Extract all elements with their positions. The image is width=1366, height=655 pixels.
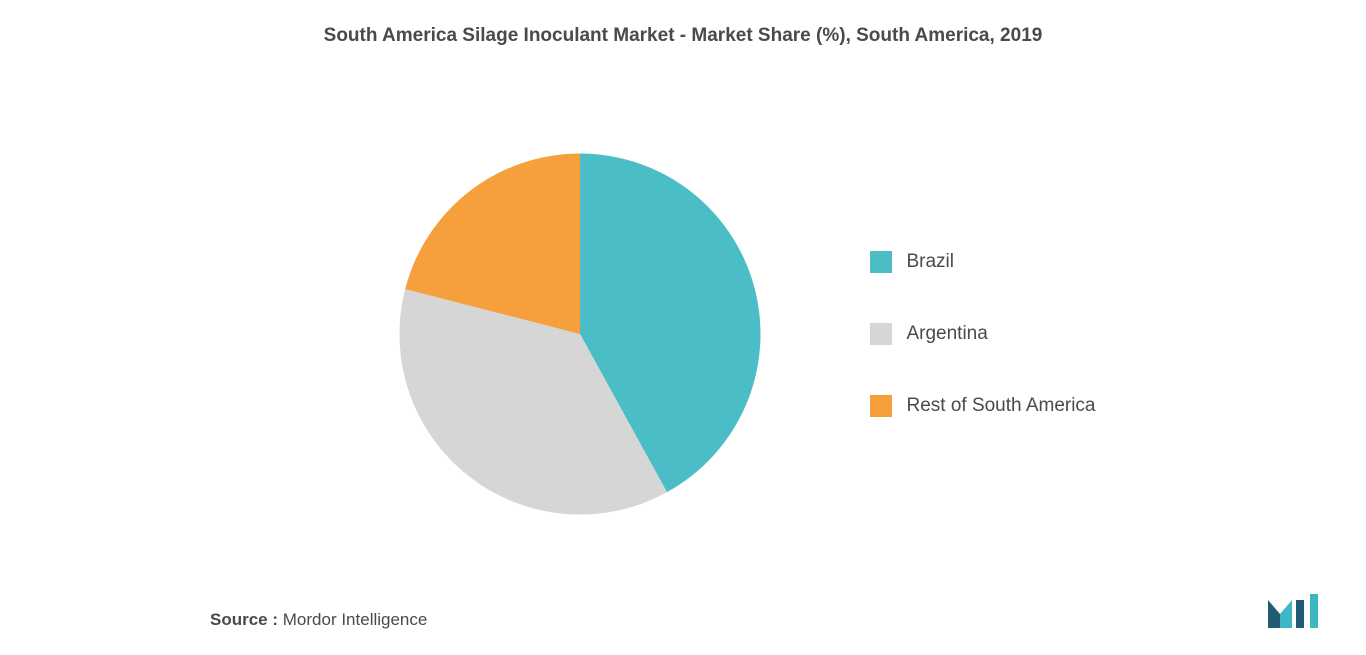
pie-svg	[390, 144, 770, 524]
source-name: Mordor Intelligence	[283, 610, 428, 629]
legend-swatch	[870, 395, 892, 417]
mordor-logo-icon	[1266, 590, 1326, 630]
logo-shape	[1268, 600, 1280, 628]
legend-swatch	[870, 323, 892, 345]
logo-shape	[1310, 594, 1318, 628]
legend-swatch	[870, 251, 892, 273]
legend-label: Argentina	[906, 323, 987, 345]
chart-title: South America Silage Inoculant Market - …	[40, 25, 1326, 47]
legend-item-rest: Rest of South America	[870, 395, 1095, 417]
chart-area: Brazil Argentina Rest of South America	[40, 77, 1326, 590]
source-prefix: Source :	[210, 610, 278, 629]
pie-chart	[390, 144, 770, 524]
legend-item-argentina: Argentina	[870, 323, 1095, 345]
chart-container: South America Silage Inoculant Market - …	[0, 0, 1366, 655]
logo-shape	[1296, 600, 1304, 628]
logo-shape	[1280, 600, 1292, 628]
legend: Brazil Argentina Rest of South America	[870, 251, 1095, 417]
legend-label: Brazil	[906, 251, 954, 273]
source-attribution: Source : Mordor Intelligence	[40, 610, 1326, 630]
legend-item-brazil: Brazil	[870, 251, 1095, 273]
legend-label: Rest of South America	[906, 395, 1095, 417]
